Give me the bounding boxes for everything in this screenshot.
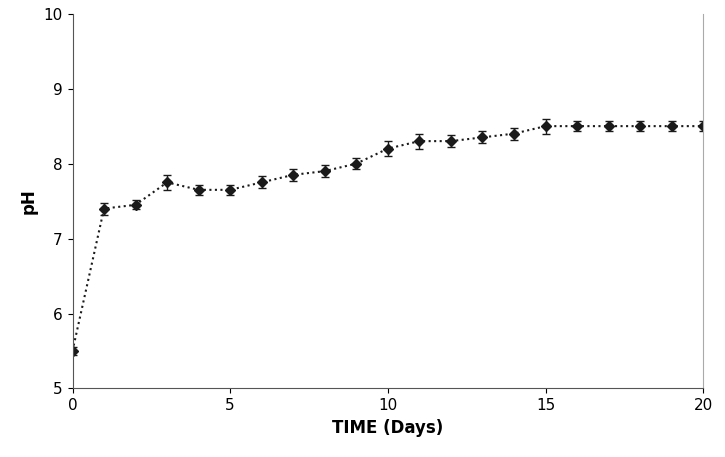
X-axis label: TIME (Days): TIME (Days) (332, 419, 444, 437)
Y-axis label: pH: pH (20, 188, 38, 214)
